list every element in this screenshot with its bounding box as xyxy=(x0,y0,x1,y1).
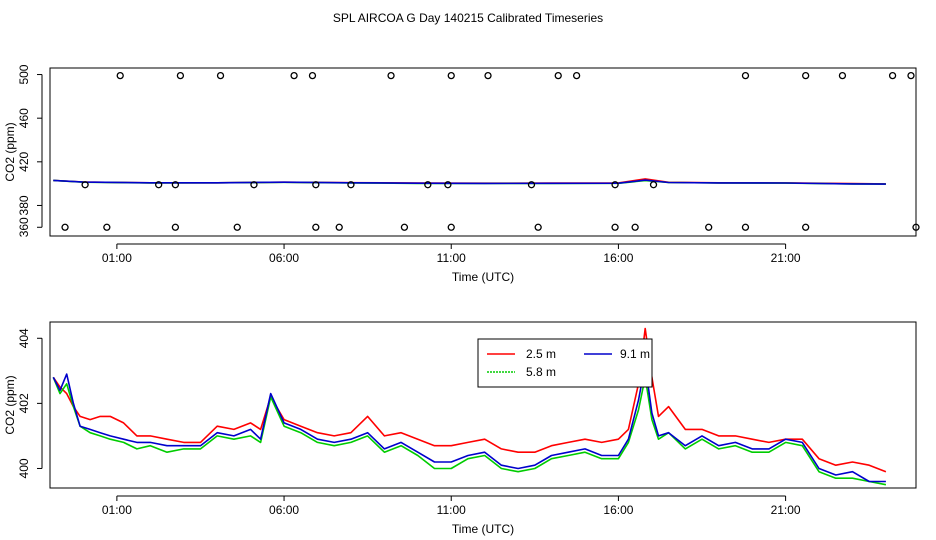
outlier-point-mid xyxy=(347,181,355,189)
outlier-point-low xyxy=(534,223,542,231)
x-tick-label: 11:00 xyxy=(437,251,466,265)
outlier-point-low xyxy=(312,223,320,231)
outlier-point-low xyxy=(233,223,241,231)
y-axis: 400 402 404 xyxy=(17,328,43,478)
series-line-2-5-m xyxy=(52,327,887,473)
y-tick-label: 380 xyxy=(17,195,31,215)
x-axis: 01:00 06:00 11:00 16:00 21:00 xyxy=(102,243,801,265)
x-tick-label: 06:00 xyxy=(269,251,299,265)
x-tick-label: 01:00 xyxy=(102,251,132,265)
outlier-point-mid xyxy=(155,181,163,189)
series-line-9-1-m xyxy=(53,179,886,185)
outlier-point-high xyxy=(216,71,225,80)
legend-label-9-1m: 9.1 m xyxy=(620,347,650,361)
outlier-point-low xyxy=(705,223,713,231)
outlier-point-high xyxy=(888,71,897,80)
co2-overview-panel: 01:00 06:00 11:00 16:00 21:00 360 380 420 460 50… xyxy=(3,64,920,284)
x-tick-label: 11:00 xyxy=(437,503,466,517)
co2-detail-panel: 01:00 06:00 11:00 16:00 21:00 400 402 404 Time… xyxy=(3,321,917,536)
outlier-point-high xyxy=(387,71,395,80)
outlier-point-low xyxy=(335,223,343,231)
legend-label-2-5m: 2.5 m xyxy=(526,347,556,361)
outlier-point-mid xyxy=(250,181,258,189)
outlier-point-low xyxy=(447,223,455,231)
outlier-point-mid xyxy=(444,181,452,189)
outlier-point-low xyxy=(741,223,750,231)
outlier-point-high xyxy=(484,71,492,80)
y-tick-label: 400 xyxy=(17,458,31,478)
outlier-point-low xyxy=(631,223,639,231)
outlier-point-low xyxy=(802,223,810,231)
outlier-point-mid xyxy=(611,181,619,189)
y-axis: 360 380 420 460 500 xyxy=(17,64,43,237)
y-axis-label: CO2 (ppm) xyxy=(3,122,17,181)
outlier-point-mid xyxy=(171,181,180,189)
y-axis-label: CO2 (ppm) xyxy=(3,375,17,434)
x-tick-label: 21:00 xyxy=(771,251,801,265)
legend-box xyxy=(477,338,653,388)
outlier-point-high xyxy=(308,71,317,80)
series-layer xyxy=(52,327,887,486)
outlier-point-low xyxy=(400,223,409,231)
y-tick-label: 460 xyxy=(17,108,31,128)
outlier-point-high xyxy=(741,71,750,80)
x-tick-label: 16:00 xyxy=(603,503,633,517)
x-tick-label: 21:00 xyxy=(771,503,801,517)
series-line-9-1-m xyxy=(52,363,886,483)
y-tick-label: 420 xyxy=(17,151,31,171)
x-axis: 01:00 06:00 11:00 16:00 21:00 xyxy=(102,495,801,517)
outlier-point-high xyxy=(176,71,185,80)
x-axis-label: Time (UTC) xyxy=(452,270,514,284)
outlier-point-high xyxy=(907,71,915,80)
series-layer xyxy=(53,178,886,185)
x-tick-label: 06:00 xyxy=(269,503,299,517)
outlier-point-high xyxy=(116,71,124,80)
x-tick-label: 16:00 xyxy=(603,251,633,265)
plot-frame xyxy=(49,321,917,489)
outlier-point-low xyxy=(912,223,920,231)
series-line-5-8-m xyxy=(52,376,887,486)
outlier-point-high xyxy=(290,71,298,80)
figure-title: SPL AIRCOA G Day 140215 Calibrated Times… xyxy=(333,11,603,25)
legend: 2.5 m 5.8 m 9.1 m xyxy=(477,338,653,388)
x-axis-label: Time (UTC) xyxy=(452,522,514,536)
outlier-points xyxy=(61,71,920,231)
legend-label-5-8m: 5.8 m xyxy=(526,365,556,379)
outlier-point-low xyxy=(61,223,69,231)
plot-frame xyxy=(49,67,917,237)
outlier-point-high xyxy=(802,71,810,80)
outlier-point-low xyxy=(103,223,111,231)
outlier-point-high xyxy=(554,71,562,80)
outlier-point-high xyxy=(447,71,455,80)
y-tick-label: 500 xyxy=(17,64,31,84)
outlier-point-mid xyxy=(312,181,320,189)
outlier-point-mid xyxy=(81,181,89,189)
y-tick-label: 402 xyxy=(17,393,31,413)
outlier-point-mid xyxy=(527,181,536,189)
outlier-point-mid xyxy=(424,181,432,189)
x-tick-label: 01:00 xyxy=(102,503,132,517)
outlier-point-high xyxy=(572,71,581,80)
y-tick-label: 404 xyxy=(17,328,31,348)
outlier-point-high xyxy=(838,71,847,80)
outlier-point-low xyxy=(611,223,619,231)
outlier-point-mid xyxy=(649,181,658,189)
outlier-point-low xyxy=(171,223,180,231)
y-tick-label: 360 xyxy=(17,217,31,237)
